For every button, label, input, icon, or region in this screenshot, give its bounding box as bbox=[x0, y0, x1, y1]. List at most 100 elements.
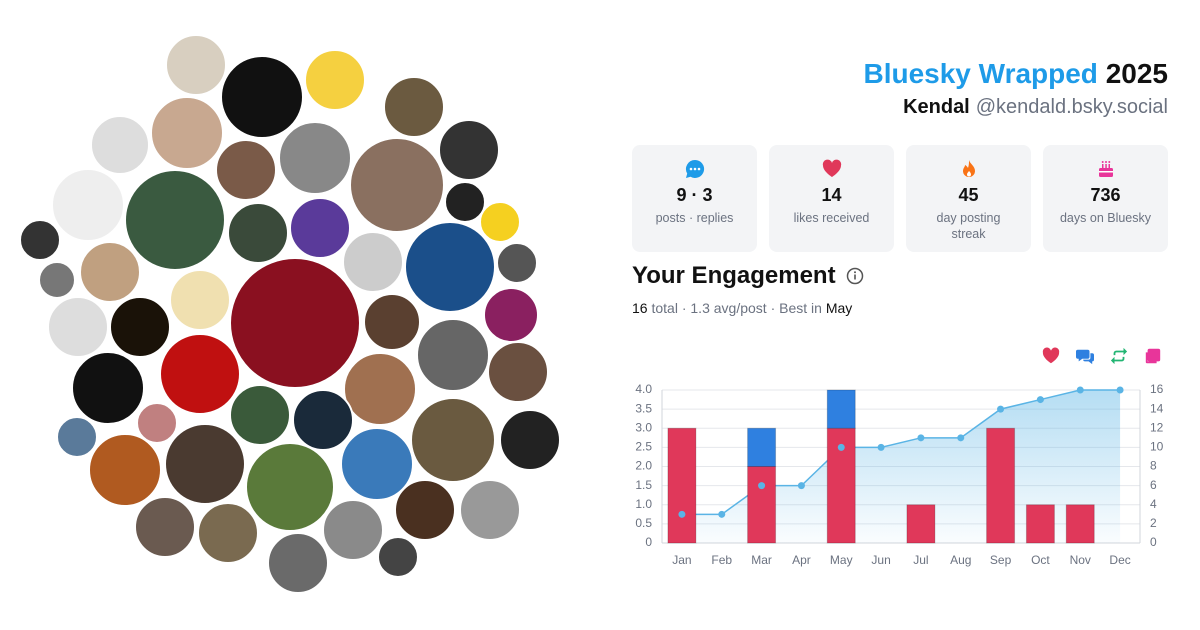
avatar bbox=[38, 261, 76, 299]
info-icon[interactable] bbox=[846, 267, 864, 285]
bar bbox=[747, 466, 777, 544]
avatar bbox=[416, 318, 490, 392]
x-tick-label: Aug bbox=[950, 553, 971, 567]
y-tick-label: 0.5 bbox=[635, 516, 652, 530]
y-tick-label: 4.0 bbox=[635, 382, 652, 396]
stat-label: likes received bbox=[793, 211, 870, 225]
y2-tick-label: 14 bbox=[1150, 401, 1164, 415]
avatar bbox=[109, 296, 171, 358]
y2-tick-label: 10 bbox=[1150, 440, 1164, 454]
avatar bbox=[47, 296, 109, 358]
avatar bbox=[150, 96, 224, 170]
avatar bbox=[342, 104, 384, 146]
avatar bbox=[340, 427, 414, 501]
separator: · bbox=[770, 300, 776, 316]
bar bbox=[1025, 504, 1055, 544]
line-point bbox=[678, 510, 686, 518]
stat-value: 45 bbox=[958, 185, 979, 205]
avatar bbox=[342, 231, 404, 293]
line-point bbox=[997, 405, 1005, 413]
stat-card: 45 day posting streak bbox=[906, 145, 1031, 252]
stat-value: 9 · 3 bbox=[676, 185, 713, 205]
avatar bbox=[136, 402, 178, 444]
engagement-title: Your Engagement bbox=[632, 262, 836, 289]
line-point bbox=[837, 443, 845, 451]
avatar bbox=[19, 219, 61, 261]
avatar bbox=[292, 389, 354, 451]
stat-label: day posting streak bbox=[936, 211, 1001, 241]
y2-tick-label: 6 bbox=[1150, 478, 1157, 492]
avatar bbox=[79, 241, 141, 303]
y-tick-label: 1.5 bbox=[635, 478, 652, 492]
x-tick-label: Apr bbox=[792, 553, 811, 567]
x-tick-label: May bbox=[830, 553, 853, 567]
line-point bbox=[758, 482, 766, 490]
stat-cards: 9 · 3 posts · replies 14 likes received … bbox=[632, 145, 1168, 252]
avatar bbox=[363, 293, 421, 351]
legend-icon-shape bbox=[1145, 348, 1161, 364]
avatar bbox=[220, 55, 304, 139]
legend-icon bbox=[1110, 347, 1128, 365]
x-tick-label: Mar bbox=[751, 553, 772, 567]
posts-icon bbox=[685, 159, 704, 178]
avatar bbox=[245, 442, 335, 532]
x-tick-label: Jun bbox=[871, 553, 890, 567]
avatar bbox=[278, 121, 352, 195]
line-point bbox=[957, 434, 965, 442]
avatar bbox=[165, 34, 227, 96]
y2-tick-label: 2 bbox=[1150, 516, 1157, 530]
engagement-summary: 16 total · 1.3 avg/post · Best in May bbox=[632, 300, 864, 316]
stat-label: days on Bluesky bbox=[1059, 211, 1152, 225]
avatar bbox=[88, 433, 162, 507]
avatar bbox=[164, 423, 246, 505]
y-tick-label: 3.0 bbox=[635, 420, 652, 434]
y-tick-label: 3.5 bbox=[635, 401, 652, 415]
user-name: Kendal bbox=[903, 96, 970, 118]
avatar bbox=[438, 119, 500, 181]
x-tick-label: Jul bbox=[913, 553, 928, 567]
cake-icon bbox=[1098, 161, 1113, 177]
legend-icon-shape bbox=[1076, 349, 1094, 365]
avatar bbox=[483, 287, 539, 343]
app-title: Bluesky Wrapped bbox=[863, 58, 1098, 89]
avatar bbox=[267, 532, 329, 594]
line-point bbox=[1116, 386, 1124, 394]
streak-icon bbox=[962, 160, 975, 177]
legend-icon-shape bbox=[1110, 347, 1128, 365]
header: Bluesky Wrapped 2025 Kendal @kendald.bsky… bbox=[863, 58, 1168, 119]
x-tick-label: Dec bbox=[1109, 553, 1130, 567]
stat-card: 736 days on Bluesky bbox=[1043, 145, 1168, 252]
avatar bbox=[229, 384, 291, 446]
engagement-title-row: Your Engagement bbox=[632, 262, 864, 290]
avatar-cluster bbox=[19, 34, 561, 594]
line-point bbox=[1036, 396, 1044, 404]
x-tick-label: Sep bbox=[990, 553, 1012, 567]
avatar bbox=[169, 269, 231, 331]
best-label: Best in bbox=[779, 300, 822, 316]
bar bbox=[747, 427, 777, 467]
y-tick-label: 2.5 bbox=[635, 440, 652, 454]
avatar bbox=[479, 201, 521, 243]
bar bbox=[986, 427, 1016, 544]
x-tick-label: Jan bbox=[672, 553, 691, 567]
likes-icon bbox=[822, 159, 841, 177]
avatar bbox=[289, 197, 351, 259]
avatar bbox=[124, 169, 226, 271]
x-tick-label: Feb bbox=[711, 553, 732, 567]
legend-icon-shape bbox=[1042, 347, 1060, 364]
avatar bbox=[215, 139, 277, 201]
avatar bbox=[227, 202, 289, 264]
stat-label: posts · replies bbox=[655, 211, 734, 225]
y2-tick-label: 0 bbox=[1150, 535, 1157, 549]
stat-card: 14 likes received bbox=[769, 145, 894, 252]
user: Kendal @kendald.bsky.social bbox=[863, 96, 1168, 119]
y2-tick-label: 16 bbox=[1150, 382, 1164, 396]
avatar bbox=[383, 76, 445, 138]
line-point bbox=[797, 482, 805, 490]
y-tick-label: 0 bbox=[645, 535, 652, 549]
line-point bbox=[877, 443, 885, 451]
line-point bbox=[917, 434, 925, 442]
